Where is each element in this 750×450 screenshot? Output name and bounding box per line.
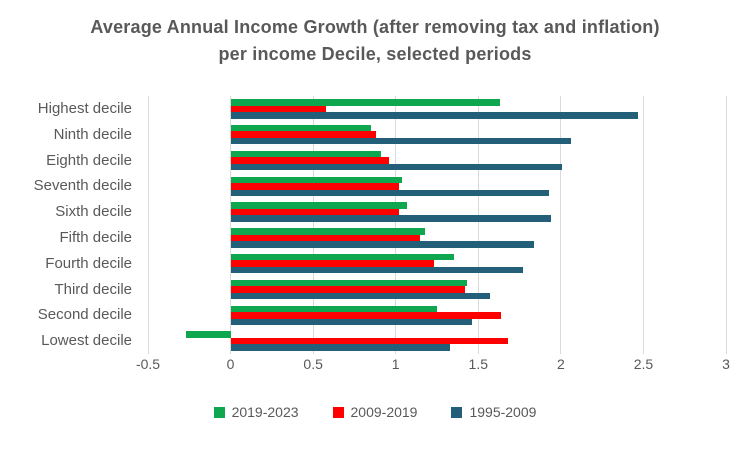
category-label: Fifth decile [59, 228, 132, 246]
x-tick-label: 0 [226, 356, 235, 372]
bar-2009-2019-second-decile [230, 312, 502, 319]
bar-1995-2009-eighth-decile [230, 163, 563, 171]
gridline [147, 96, 149, 354]
bar-2009-2019-third-decile [230, 286, 466, 293]
x-axis-tick-labels: -0.5 0 0.5 1 1.5 2 2.5 3 [0, 356, 750, 376]
x-tick-label: 1 [391, 356, 400, 372]
gridline [725, 96, 727, 354]
x-tick-label: 3 [722, 356, 730, 372]
bar-1995-2009-seventh-decile [230, 189, 550, 197]
gridline [230, 96, 232, 354]
legend-label: 1995-2009 [469, 404, 537, 420]
category-label: Seventh decile [33, 177, 132, 195]
bar-1995-2009-lowest-decile [230, 344, 451, 351]
bar-2009-2019-eighth-decile [230, 157, 390, 164]
category-label: Second decile [37, 306, 132, 324]
category-label: Lowest decile [41, 332, 132, 350]
bar-2009-2019-highest-decile [230, 105, 327, 113]
gridline [642, 96, 644, 354]
legend: 2019-2023 2009-2019 1995-2009 [0, 404, 750, 420]
x-tick-label: 1.5 [468, 356, 489, 372]
category-label: Eighth decile [46, 151, 132, 169]
bar-1995-2009-second-decile [230, 318, 472, 326]
legend-swatch-icon [332, 406, 344, 418]
bar-2009-2019-sixth-decile [230, 208, 399, 216]
x-tick-label: -0.5 [135, 356, 161, 372]
legend-item-2009-2019: 2009-2019 [332, 404, 418, 420]
bar-2009-2019-fourth-decile [230, 260, 434, 267]
bar-2019-2023-eighth-decile [230, 150, 381, 158]
legend-swatch-icon [451, 406, 463, 418]
bar-2019-2023-seventh-decile [230, 176, 403, 184]
chart-title: Average Annual Income Growth (after remo… [90, 17, 660, 64]
bar-1995-2009-highest-decile [230, 112, 639, 119]
bar-1995-2009-fifth-decile [230, 241, 535, 248]
category-label: Fourth decile [45, 254, 132, 272]
legend-label: 2019-2023 [231, 404, 299, 420]
x-tick-label: 0.5 [303, 356, 323, 372]
bar-2009-2019-seventh-decile [230, 183, 399, 190]
bar-2019-2023-fourth-decile [230, 253, 454, 261]
gridline [477, 96, 479, 354]
bar-1995-2009-fourth-decile [230, 266, 523, 274]
bar-2019-2023-highest-decile [230, 99, 500, 106]
bar-2019-2023-second-decile [230, 305, 437, 313]
gridline [560, 96, 562, 354]
bar-2019-2023-ninth-decile [230, 124, 371, 132]
x-tick-label: 2.5 [633, 356, 654, 372]
bar-2019-2023-fifth-decile [230, 228, 426, 235]
category-label: Highest decile [37, 99, 132, 117]
category-label: Ninth decile [53, 125, 132, 143]
plot-area [147, 96, 727, 354]
bar-2019-2023-sixth-decile [230, 202, 408, 209]
legend-item-2019-2023: 2019-2023 [213, 404, 299, 420]
bar-2009-2019-ninth-decile [230, 131, 376, 138]
y-axis-category-labels: Highest decile Ninth decile Eighth decile S… [0, 96, 140, 354]
category-label: Third decile [54, 280, 132, 298]
legend-swatch-icon [213, 406, 225, 418]
bar-2019-2023-third-decile [230, 279, 467, 287]
bar-2019-2023-lowest-decile [185, 331, 231, 338]
category-label: Sixth decile [55, 203, 132, 221]
bar-2009-2019-fifth-decile [230, 234, 421, 242]
legend-label: 2009-2019 [350, 404, 418, 420]
bar-2009-2019-lowest-decile [230, 337, 508, 345]
gridline [312, 96, 314, 354]
x-tick-label: 2 [556, 356, 565, 372]
gridline [395, 96, 397, 354]
bar-1995-2009-third-decile [230, 292, 490, 300]
bar-1995-2009-ninth-decile [230, 137, 571, 145]
legend-item-1995-2009: 1995-2009 [451, 404, 536, 420]
bar-1995-2009-sixth-decile [230, 215, 551, 222]
